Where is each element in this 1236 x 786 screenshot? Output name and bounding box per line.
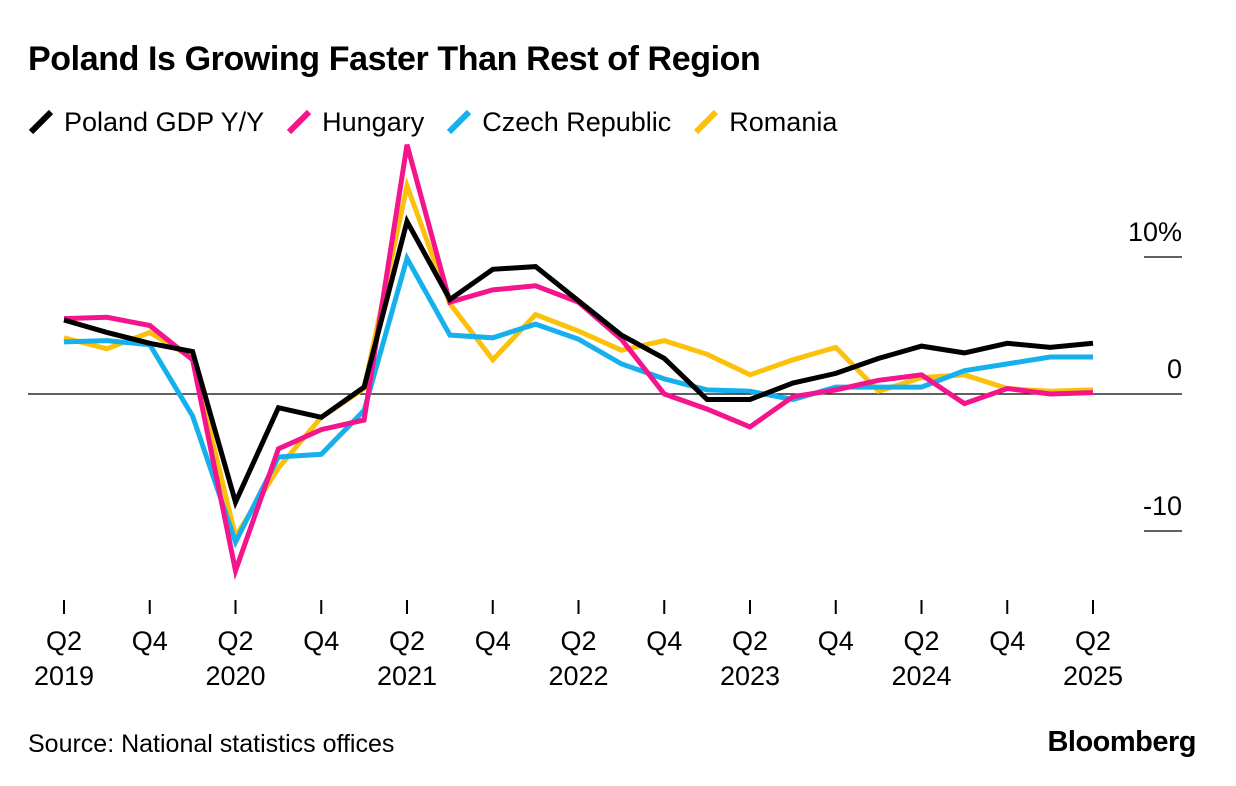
series-line-poland-gdp-y-y [63,214,1094,510]
legend-stroke-poland [28,109,54,135]
legend-stroke-czech-republic [447,109,472,135]
x-tick-year-label: 2022 [548,661,608,691]
x-tick-label: Q4 [818,626,854,656]
chart-title: Poland Is Growing Faster Than Rest of Re… [28,40,761,78]
x-tick-label: Q4 [475,626,511,656]
legend-stroke-romania [694,109,719,135]
legend-label-romania: Romania [729,106,838,137]
source-note: Source: National statistics offices [28,730,395,758]
x-tick-label: Q4 [989,626,1025,656]
x-tick-label: Q2 [46,626,82,656]
x-tick-year-label: 2021 [377,661,437,691]
x-tick-label: Q2 [1075,626,1111,656]
y-tick-label: 0 [1167,354,1182,384]
bloomberg-logo: Bloomberg [1047,726,1196,758]
x-tick-year-label: 2019 [34,661,94,691]
legend-swatch-hungary [287,109,312,135]
x-tick-label: Q4 [132,626,168,656]
legend-item-poland: Poland GDP Y/Y [28,107,264,138]
x-tick-year-label: 2023 [720,661,780,691]
x-tick-year-label: 2020 [205,661,265,691]
legend: Poland GDP Y/Y Hungary Czech Republic Ro… [28,104,859,140]
legend-swatch-romania [694,109,719,135]
series-line-hungary [63,144,1094,581]
x-tick-label: Q4 [646,626,682,656]
legend-label-czech-republic: Czech Republic [482,106,672,137]
legend-item-romania: Romania [693,107,837,138]
x-tick-year-label: 2024 [891,661,951,691]
legend-swatch-czech-republic [447,109,472,135]
legend-label-hungary: Hungary [322,106,425,137]
y-tick-label: 10% [1128,217,1182,247]
x-tick-label: Q2 [217,626,253,656]
y-tick-label: -10 [1143,491,1182,521]
series-line-czech-republic [63,251,1093,549]
x-tick-label: Q2 [560,626,596,656]
x-tick-year-label: 2025 [1063,661,1123,691]
legend-item-hungary: Hungary [286,107,424,138]
legend-item-czech-republic: Czech Republic [446,107,671,138]
x-tick-label: Q2 [903,626,939,656]
x-tick-label: Q4 [303,626,339,656]
x-tick-label: Q2 [389,626,425,656]
legend-label-poland: Poland GDP Y/Y [64,106,265,137]
legend-stroke-hungary [287,109,312,135]
legend-swatch-poland [28,109,54,135]
x-tick-label: Q2 [732,626,768,656]
